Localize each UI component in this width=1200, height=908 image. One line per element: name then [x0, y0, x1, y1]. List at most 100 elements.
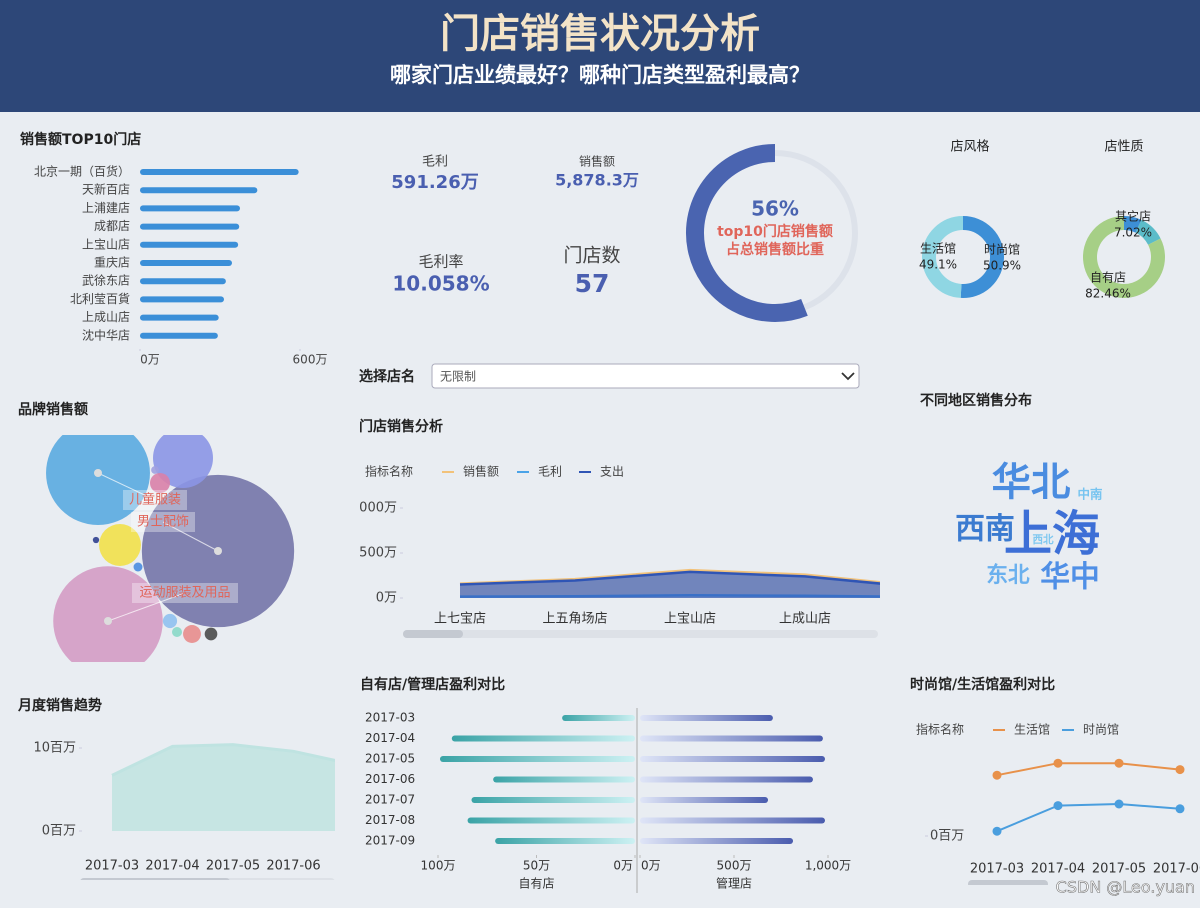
title: 门店销售状况分析: [440, 11, 760, 57]
bubble-label: 男士配饰: [137, 515, 189, 530]
kpi-value: 591.26万: [391, 172, 478, 193]
bar: [140, 296, 224, 303]
legend-label: 支出: [600, 465, 624, 479]
point: [1053, 758, 1063, 768]
legend-label: 生活馆: [1014, 722, 1050, 737]
kpi-value: 10.058%: [392, 272, 489, 296]
kpi-label: 毛利: [422, 155, 448, 170]
panel-title: 店风格: [950, 139, 989, 155]
y-tick-label: 天新百店: [82, 182, 130, 197]
scroll-track: [403, 630, 878, 638]
y-tick-label: 1,000万: [347, 501, 397, 516]
donut-value: 50.9%: [983, 259, 1021, 273]
gauge-caption: top10门店销售额: [717, 223, 833, 240]
y-tick-label: 重庆店: [94, 256, 130, 270]
point: [1114, 758, 1124, 768]
bar: [140, 314, 219, 321]
panel-title: 时尚馆/生活馆盈利对比: [910, 676, 1055, 693]
scroll-thumb: [80, 878, 230, 880]
y-tick-label: 2017-04: [365, 731, 415, 745]
donut-label: 生活馆: [920, 241, 956, 256]
leader-dot: [104, 617, 112, 625]
donut-segment: [1123, 216, 1142, 233]
subtitle: 哪家门店业绩最好？哪种门店类型盈利最高？: [390, 63, 810, 87]
x-tick-label: 600万: [293, 353, 328, 367]
area: [460, 571, 880, 598]
x-tick-label: 2017-05: [206, 859, 260, 874]
y-tick-label: 沈中华店: [82, 327, 130, 342]
bar: [140, 278, 226, 285]
donut-segment: [922, 216, 964, 298]
y-tick-label: 10百万: [33, 741, 76, 756]
panel-title: 不同地区销售分布: [920, 392, 1032, 409]
donut-segment: [1135, 219, 1161, 246]
gauge-arc: [686, 144, 808, 322]
donut-value: 7.02%: [1114, 226, 1152, 240]
leader: [97, 472, 156, 501]
word: 西北: [1032, 533, 1054, 546]
bubble: [133, 562, 143, 572]
legend-label: 时尚馆: [1083, 722, 1119, 737]
point: [1175, 765, 1185, 775]
bar: [640, 817, 825, 824]
bar: [140, 187, 258, 194]
bar: [640, 838, 794, 844]
x-tick-label: 2017-04: [1031, 862, 1085, 877]
panel-title: 门店销售分析: [359, 418, 443, 435]
y-tick-label: 0百万: [930, 829, 964, 844]
filter-select[interactable]: [431, 363, 860, 389]
bubble: [183, 625, 201, 643]
y-tick-label: 2017-07: [365, 793, 415, 807]
label-box: [131, 512, 195, 532]
line: [459, 570, 880, 586]
y-tick-label: 0万: [376, 591, 397, 606]
month-plot: 0百万 10百万 2017-03 2017-04 2017-05 2017-06: [33, 741, 335, 880]
point: [1053, 801, 1063, 811]
y-tick-label: 2017-05: [365, 752, 415, 766]
point: [1114, 799, 1124, 809]
x-tick-label: 0万: [140, 353, 160, 367]
bubble-label: 儿童服装: [129, 492, 181, 508]
bar: [140, 260, 232, 266]
x-tick-label: 上宝山店: [664, 612, 716, 627]
x-tick-label: 2017-03: [85, 859, 139, 874]
bubble: [46, 435, 150, 525]
watermark: CSDN @Leo.yuan: [1056, 878, 1195, 897]
bubble: [172, 627, 182, 637]
bar: [640, 715, 773, 721]
point: [992, 826, 1002, 836]
bar: [451, 735, 635, 742]
chevron: [841, 372, 855, 381]
bubble: [53, 566, 163, 662]
x-tick-label: 2017-06: [266, 859, 320, 874]
legend-title: 指标名称: [365, 464, 413, 479]
bubble: [204, 627, 218, 641]
donut-segment: [1083, 216, 1165, 298]
y-tick-label: 上宝山店: [82, 237, 130, 251]
bar: [640, 797, 769, 803]
y-tick-label: 北京一期（百货）: [34, 164, 130, 179]
x-tick-label: 上五角场店: [542, 612, 607, 627]
y-tick-label: 上浦建店: [82, 201, 130, 215]
y-tick-label: 武徐东店: [82, 273, 130, 288]
word: 华中: [1040, 560, 1100, 595]
word: 华北: [992, 460, 1071, 506]
bar: [140, 332, 218, 339]
bar: [640, 756, 825, 762]
gauge-caption: 占总销售额比重: [726, 241, 824, 258]
label-box: [132, 583, 238, 603]
bar: [493, 776, 635, 783]
x-tick-label: 上七宝店: [434, 612, 486, 627]
bar: [439, 756, 635, 762]
x-tick-label: 2017-06: [1153, 862, 1200, 877]
word: 西南: [955, 512, 1015, 547]
x-tick-label: 上成山店: [779, 612, 831, 627]
leader-dot: [94, 469, 102, 477]
bubble: [151, 466, 159, 474]
bar: [140, 223, 240, 230]
y-tick-label: 2017-03: [365, 711, 415, 725]
y-tick-label: 500万: [359, 546, 397, 561]
